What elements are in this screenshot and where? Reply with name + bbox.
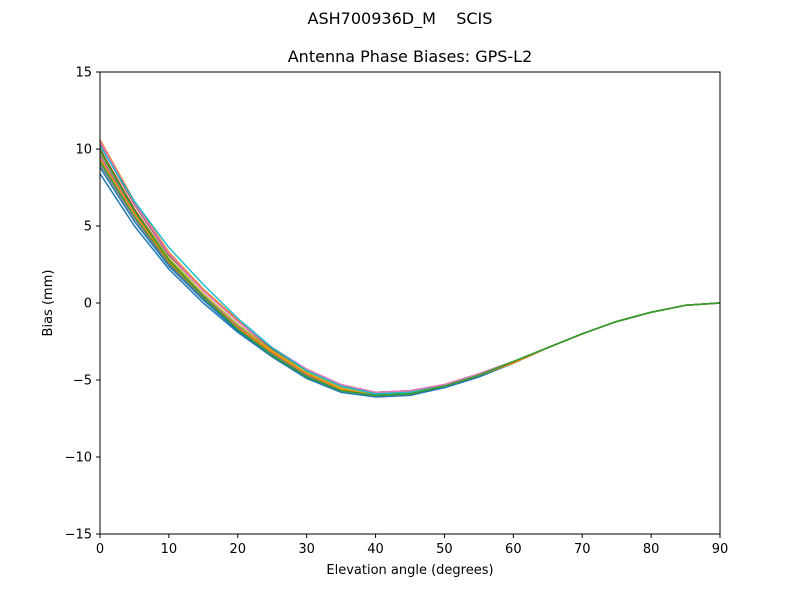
- x-axis-label: Elevation angle (degrees): [326, 563, 493, 578]
- series-line-4: [99, 148, 721, 395]
- y-tick-label: 0: [84, 297, 92, 312]
- chart-title: Antenna Phase Biases: GPS-L2: [287, 47, 533, 66]
- x-tick-label: 30: [298, 542, 315, 557]
- y-tick-label: −10: [65, 451, 92, 466]
- y-tick-label: 10: [75, 143, 92, 158]
- series-line-13: [99, 150, 721, 397]
- y-axis-ticks: −15 −10 −5 0 5 10 15: [65, 66, 100, 543]
- series-line-12: [99, 157, 721, 397]
- y-tick-label: −5: [73, 374, 92, 389]
- y-axis-label: Bias (mm): [41, 270, 56, 337]
- series-line-11: [99, 167, 721, 397]
- x-tick-label: 10: [161, 542, 178, 557]
- series-line-2: [99, 139, 721, 394]
- figure-suptitle: ASH700936D_M SCIS: [307, 9, 493, 28]
- series-line-6: [99, 144, 721, 394]
- x-tick-label: 80: [643, 542, 660, 557]
- x-axis-ticks: 0 10 20 30 40 50 60 70 80 90: [96, 534, 728, 557]
- x-tick-label: 40: [367, 542, 384, 557]
- y-tick-label: 15: [75, 66, 92, 81]
- series-lines: [99, 139, 721, 398]
- x-tick-label: 20: [230, 542, 247, 557]
- y-tick-label: −15: [65, 528, 92, 543]
- series-line-10: [99, 145, 721, 395]
- x-tick-label: 0: [96, 542, 104, 557]
- x-tick-label: 90: [712, 542, 729, 557]
- x-tick-label: 50: [436, 542, 453, 557]
- y-tick-label: 5: [84, 220, 92, 235]
- series-line-7: [99, 140, 721, 394]
- plot-frame: [99, 71, 721, 535]
- x-tick-label: 60: [505, 542, 522, 557]
- x-tick-label: 70: [574, 542, 591, 557]
